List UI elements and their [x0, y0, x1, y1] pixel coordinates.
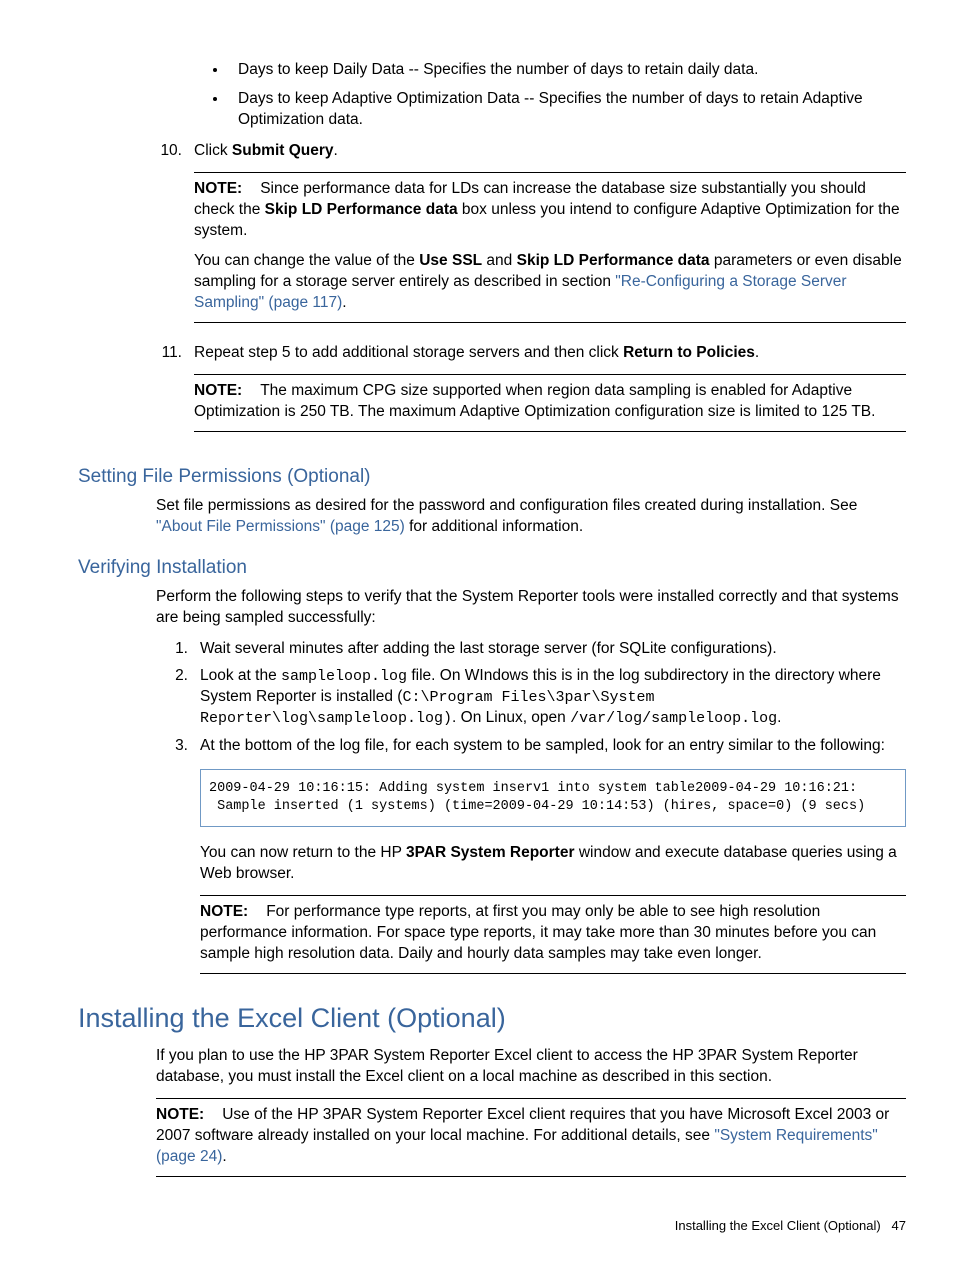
bold: 3PAR System Reporter [406, 844, 575, 861]
heading-verifying: Verifying Installation [78, 555, 906, 581]
step-text: Wait several minutes after adding the la… [200, 639, 906, 660]
sec-excel-body: If you plan to use the HP 3PAR System Re… [156, 1046, 906, 1177]
code: /var/log/sampleloop.log [570, 710, 777, 727]
note-label: NOTE: [200, 903, 248, 920]
submit-query-label: Submit Query [232, 142, 334, 159]
step-11: 11. Repeat step 5 to add additional stor… [150, 343, 906, 446]
text: for additional information. [405, 518, 583, 535]
verify-step-1: 1. Wait several minutes after adding the… [156, 639, 906, 660]
step-text: At the bottom of the log file, for each … [200, 736, 906, 757]
text: The maximum CPG size supported when regi… [194, 382, 875, 420]
text: Repeat step 5 to add additional storage … [194, 343, 906, 364]
text: and [482, 252, 516, 269]
text: . [342, 294, 346, 311]
text: Click [194, 142, 232, 159]
text: Set file permissions as desired for the … [156, 497, 857, 514]
bold: Skip LD Performance data [265, 201, 458, 218]
step-number: 3. [156, 736, 188, 757]
text: You can change the value of the [194, 252, 419, 269]
text: For performance type reports, at first y… [200, 903, 876, 962]
bold: Skip LD Performance data [517, 252, 710, 269]
step10-block: Days to keep Daily Data -- Specifies the… [188, 60, 906, 131]
code-box-log: 2009-04-29 10:16:15: Adding system inser… [200, 769, 906, 827]
note-label: NOTE: [156, 1106, 204, 1123]
text: You can now return to the HP [200, 844, 406, 861]
note-box-ld: NOTE:Since performance data for LDs can … [194, 172, 906, 324]
bold: Return to Policies [623, 344, 755, 361]
text: Look at the [200, 667, 281, 684]
step-number: 2. [156, 666, 188, 730]
note-para: NOTE:Since performance data for LDs can … [194, 179, 906, 242]
bold: Use SSL [419, 252, 482, 269]
step-10: 10. Click Submit Query. NOTE:Since perfo… [150, 141, 906, 337]
step-number: 11. [150, 343, 182, 446]
heading-excel-client: Installing the Excel Client (Optional) [78, 1000, 906, 1036]
step-number: 1. [156, 639, 188, 660]
note-label: NOTE: [194, 382, 242, 399]
heading-file-permissions: Setting File Permissions (Optional) [78, 464, 906, 490]
intro: Perform the following steps to verify th… [156, 587, 906, 629]
note-para2: You can change the value of the Use SSL … [194, 251, 906, 314]
step-text: Click Submit Query. NOTE:Since performan… [194, 141, 906, 337]
text: . [755, 344, 759, 361]
step3-continuation: 2009-04-29 10:16:15: Adding system inser… [200, 769, 906, 974]
note-label: NOTE: [194, 180, 242, 197]
text: . [777, 709, 781, 726]
note-box-cpg: NOTE:The maximum CPG size supported when… [194, 374, 906, 432]
text: . [222, 1148, 226, 1165]
sec-file-permissions-body: Set file permissions as desired for the … [156, 496, 906, 538]
step-number: 10. [150, 141, 182, 337]
para: You can now return to the HP 3PAR System… [200, 843, 906, 885]
verify-step-2: 2. Look at the sampleloop.log file. On W… [156, 666, 906, 730]
text: . [334, 142, 338, 159]
footer-title: Installing the Excel Client (Optional) [675, 1218, 881, 1233]
intro: If you plan to use the HP 3PAR System Re… [156, 1046, 906, 1088]
step-text: Look at the sampleloop.log file. On WInd… [200, 666, 906, 730]
note-box-excel: NOTE:Use of the HP 3PAR System Reporter … [156, 1098, 906, 1177]
para: Set file permissions as desired for the … [156, 496, 906, 538]
note-box-perf: NOTE:For performance type reports, at fi… [200, 895, 906, 974]
bullet-list: Days to keep Daily Data -- Specifies the… [228, 60, 906, 131]
bullet-daily: Days to keep Daily Data -- Specifies the… [228, 60, 906, 81]
text: . On Linux, open [452, 709, 570, 726]
bullet-ao: Days to keep Adaptive Optimization Data … [228, 89, 906, 131]
code: sampleloop.log [281, 668, 407, 685]
verify-step-3: 3. At the bottom of the log file, for ea… [156, 736, 906, 757]
text: Repeat step 5 to add additional storage … [194, 344, 623, 361]
page-footer: Installing the Excel Client (Optional) 4… [675, 1217, 906, 1235]
page-number: 47 [892, 1218, 906, 1233]
sec-verifying-body: Perform the following steps to verify th… [156, 587, 906, 973]
step-text: Repeat step 5 to add additional storage … [194, 343, 906, 446]
link-file-permissions[interactable]: "About File Permissions" (page 125) [156, 518, 405, 535]
